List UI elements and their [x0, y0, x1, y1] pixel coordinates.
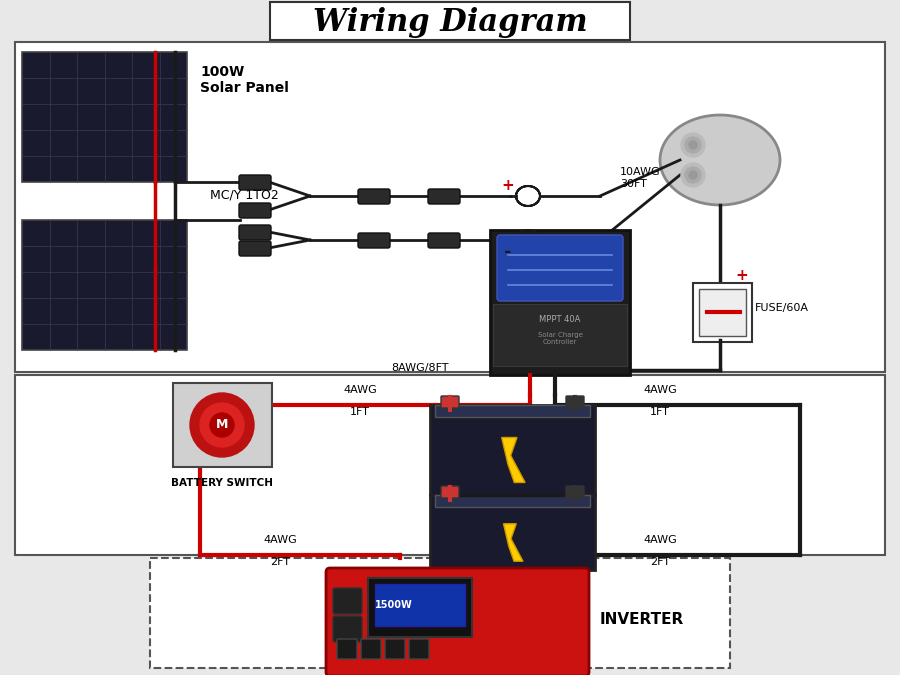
FancyBboxPatch shape: [358, 189, 390, 204]
Circle shape: [190, 393, 254, 457]
Polygon shape: [501, 437, 525, 483]
FancyBboxPatch shape: [435, 405, 590, 417]
Circle shape: [210, 413, 234, 437]
Text: 10AWG
30FT: 10AWG 30FT: [620, 167, 661, 189]
FancyBboxPatch shape: [430, 405, 595, 495]
FancyBboxPatch shape: [358, 233, 390, 248]
FancyBboxPatch shape: [239, 203, 271, 218]
Text: Wiring Diagram: Wiring Diagram: [312, 7, 588, 38]
FancyBboxPatch shape: [270, 2, 630, 40]
Text: +: +: [501, 178, 515, 192]
Text: 4AWG: 4AWG: [263, 535, 297, 545]
FancyBboxPatch shape: [15, 375, 885, 555]
Text: -: -: [504, 243, 512, 261]
Text: +: +: [735, 267, 748, 283]
Circle shape: [689, 141, 697, 149]
FancyBboxPatch shape: [409, 639, 429, 659]
Text: BATTERY SWITCH: BATTERY SWITCH: [171, 478, 273, 488]
Text: MPPT 40A: MPPT 40A: [539, 315, 580, 325]
FancyBboxPatch shape: [173, 383, 272, 467]
Circle shape: [681, 163, 705, 187]
Text: M: M: [216, 418, 229, 431]
FancyBboxPatch shape: [337, 639, 357, 659]
FancyBboxPatch shape: [239, 175, 271, 190]
FancyBboxPatch shape: [150, 558, 730, 668]
Circle shape: [200, 403, 244, 447]
FancyBboxPatch shape: [428, 233, 460, 248]
FancyBboxPatch shape: [430, 495, 595, 570]
FancyBboxPatch shape: [490, 230, 630, 375]
FancyBboxPatch shape: [368, 578, 472, 637]
FancyBboxPatch shape: [375, 584, 465, 626]
FancyBboxPatch shape: [22, 52, 187, 182]
FancyBboxPatch shape: [361, 639, 381, 659]
FancyBboxPatch shape: [239, 241, 271, 256]
FancyBboxPatch shape: [333, 616, 362, 642]
FancyBboxPatch shape: [441, 396, 459, 408]
Circle shape: [689, 171, 697, 179]
FancyBboxPatch shape: [441, 486, 459, 498]
Text: 1FT: 1FT: [350, 407, 370, 417]
FancyBboxPatch shape: [566, 396, 584, 408]
Text: 1500W: 1500W: [375, 600, 413, 610]
Text: 2FT: 2FT: [650, 557, 670, 567]
Circle shape: [685, 137, 701, 153]
FancyBboxPatch shape: [493, 304, 627, 366]
Text: 4AWG: 4AWG: [644, 385, 677, 395]
Text: MC/Y 1TO2: MC/Y 1TO2: [210, 188, 279, 202]
FancyBboxPatch shape: [497, 235, 623, 301]
Text: FUSE/60A: FUSE/60A: [755, 303, 809, 313]
FancyBboxPatch shape: [333, 588, 362, 614]
Text: 100W
Solar Panel: 100W Solar Panel: [200, 65, 289, 95]
Text: INVERTER: INVERTER: [600, 612, 684, 628]
FancyBboxPatch shape: [385, 639, 405, 659]
Circle shape: [681, 133, 705, 157]
FancyBboxPatch shape: [435, 495, 590, 507]
FancyBboxPatch shape: [22, 220, 187, 350]
Text: 1FT: 1FT: [650, 407, 670, 417]
FancyBboxPatch shape: [428, 189, 460, 204]
Text: 4AWG: 4AWG: [644, 535, 677, 545]
Text: 2FT: 2FT: [270, 557, 290, 567]
FancyBboxPatch shape: [699, 289, 746, 336]
Text: 8AWG/8FT: 8AWG/8FT: [392, 363, 449, 373]
Ellipse shape: [660, 115, 780, 205]
Text: Solar Charge
Controller: Solar Charge Controller: [537, 331, 582, 344]
FancyBboxPatch shape: [566, 486, 584, 498]
FancyBboxPatch shape: [15, 42, 885, 372]
FancyBboxPatch shape: [239, 225, 271, 240]
Circle shape: [685, 167, 701, 183]
Polygon shape: [503, 524, 523, 561]
Text: 4AWG: 4AWG: [343, 385, 377, 395]
FancyBboxPatch shape: [693, 283, 752, 342]
FancyBboxPatch shape: [326, 568, 589, 675]
